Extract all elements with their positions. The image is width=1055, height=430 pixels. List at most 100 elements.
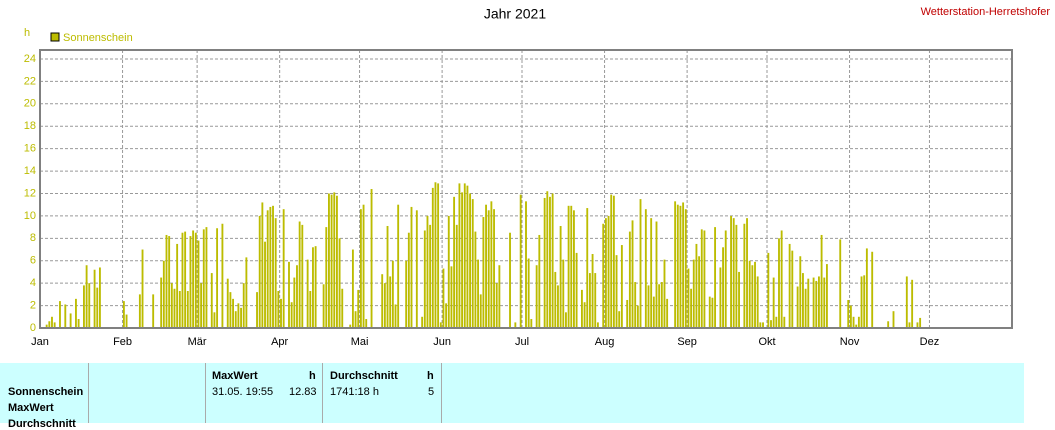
y-tick-label: 22 [24,75,36,87]
y-tick-label: 18 [24,120,36,132]
bar [394,304,397,328]
bar [69,313,72,328]
bar [594,273,597,328]
bar [93,269,96,328]
bar [455,224,458,328]
bar [202,229,205,328]
y-tick-label: 12 [24,187,36,199]
bar [591,254,594,328]
bar [519,194,522,328]
bar [173,288,176,328]
bar [818,276,820,328]
cell: 5 [428,386,435,398]
y-tick-label: 6 [30,255,36,267]
x-tick-label: Jun [433,336,451,348]
bar [743,223,746,328]
bar [415,210,418,328]
bar [383,283,386,328]
bar [256,292,258,328]
bar [495,283,498,328]
unit: h [309,370,316,382]
bar [439,322,442,328]
bar [626,299,629,328]
bar [775,316,778,328]
bar [807,278,810,328]
bar [525,201,527,328]
bar [178,291,181,328]
bar [663,259,666,328]
bar [330,194,333,328]
bar [421,316,424,328]
bar [514,322,517,328]
bar [293,277,296,328]
bar [756,276,759,328]
bar [445,303,448,328]
bar [442,268,445,328]
bar [160,277,163,328]
bar [887,321,890,328]
bar [748,260,751,328]
bar [463,183,466,328]
bar [746,218,748,328]
bar [674,201,677,328]
x-tick-label: Apr [271,336,288,348]
bar [490,201,493,328]
bar [783,316,786,328]
station: Wetterstation-Herretshofer [921,6,1051,18]
bar [647,285,650,328]
bar [232,298,235,328]
bar [181,232,184,328]
bar [820,234,823,328]
bar [815,280,818,328]
bar [245,257,248,328]
bar [549,196,551,328]
bar [660,282,663,328]
bar [264,241,266,328]
bar [676,204,679,328]
bar [863,275,866,328]
bar [391,260,394,328]
bar [461,192,464,328]
bar [823,277,826,328]
bar [357,289,360,328]
bar [825,264,828,328]
bar [288,261,290,328]
chart: Jahr 2021 Wetterstation-Herretshofer h S… [24,6,1051,348]
bar [362,204,365,328]
bar [679,205,682,328]
chart-title: Jahr 2021 [484,6,546,22]
bar [197,240,200,328]
cell: 12.83 [289,386,317,398]
bar [650,218,653,328]
bar [59,301,61,328]
bar [322,284,325,328]
bar [759,322,762,328]
bar [351,249,354,328]
bar [469,193,472,328]
header: Durchschnitt [330,370,398,382]
bar [328,193,330,328]
bar [852,316,855,328]
bar [338,238,341,328]
bar [557,285,559,328]
bar [580,289,583,328]
bar [226,278,229,328]
bar [855,324,858,328]
bar [450,266,453,328]
bar [796,286,799,328]
bar [306,259,309,328]
bar [75,298,77,328]
bar [751,265,754,328]
bar [370,189,373,328]
bar [386,225,389,328]
bar [892,311,895,328]
bar [325,227,328,328]
bar [479,294,482,328]
bar [636,305,639,328]
bar [767,252,770,328]
bar [916,322,919,328]
bar [437,183,440,328]
x-tick-label: Aug [595,336,615,348]
bar [85,265,88,328]
bar [711,297,714,328]
